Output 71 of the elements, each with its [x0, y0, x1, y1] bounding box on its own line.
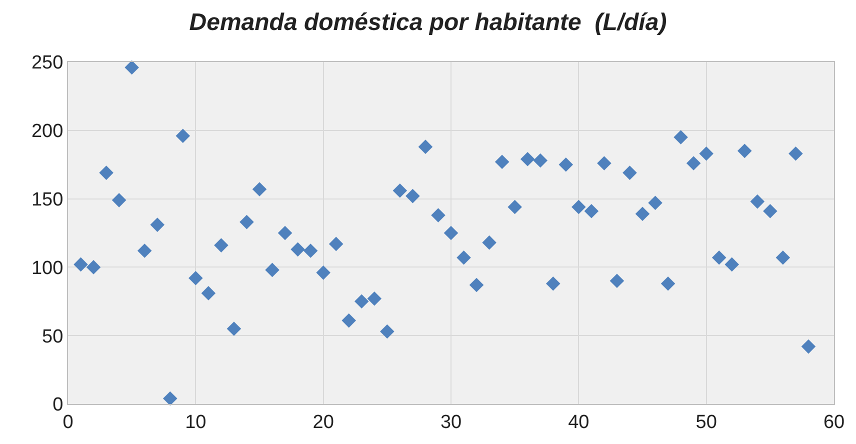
- point: [316, 266, 330, 280]
- point: [648, 196, 662, 210]
- point: [201, 286, 216, 300]
- point: [290, 242, 305, 257]
- point: [572, 200, 586, 214]
- point: [737, 144, 752, 158]
- x-tick-label: 40: [568, 412, 590, 433]
- point: [392, 183, 408, 198]
- point: [558, 157, 574, 172]
- y-tick-label: 200: [31, 121, 64, 142]
- point: [508, 200, 522, 214]
- point: [367, 292, 382, 306]
- y-tick-label: 50: [42, 326, 64, 348]
- point: [176, 128, 190, 144]
- point: [99, 166, 114, 180]
- point: [635, 206, 650, 221]
- point: [150, 218, 165, 232]
- point: [788, 146, 803, 161]
- point: [226, 322, 242, 336]
- point: [342, 313, 356, 328]
- point: [278, 226, 292, 240]
- point: [546, 276, 560, 291]
- point: [265, 262, 280, 278]
- point: [482, 235, 496, 250]
- point: [750, 194, 765, 209]
- chart-title: Demanda doméstica por habitante (L/día): [189, 9, 667, 36]
- point: [622, 166, 637, 180]
- point: [456, 250, 471, 265]
- point: [776, 250, 790, 265]
- point: [328, 236, 344, 252]
- point: [444, 226, 458, 240]
- point: [674, 130, 688, 144]
- point: [74, 257, 88, 272]
- point: [137, 244, 152, 258]
- point: [162, 391, 178, 406]
- point: [380, 324, 394, 339]
- y-tick-label: 100: [31, 258, 64, 279]
- point: [494, 154, 510, 170]
- point: [686, 156, 701, 170]
- point: [724, 257, 740, 272]
- y-tick-label: 0: [52, 394, 64, 416]
- point: [533, 153, 548, 168]
- x-tick-label: 20: [312, 412, 334, 433]
- point: [112, 193, 126, 208]
- point: [240, 214, 254, 230]
- point: [660, 276, 676, 291]
- point: [520, 152, 535, 166]
- point: [354, 294, 369, 309]
- point: [252, 182, 267, 196]
- point: [188, 270, 203, 286]
- point: [801, 339, 816, 354]
- point: [597, 156, 612, 170]
- point: [124, 60, 139, 75]
- point: [86, 260, 101, 274]
- point: [610, 274, 624, 288]
- point: [763, 204, 778, 218]
- y-tick-label: 150: [31, 189, 64, 210]
- x-tick-label: 10: [185, 412, 206, 433]
- point: [584, 204, 599, 218]
- y-tick-label: 250: [31, 52, 64, 74]
- point: [712, 250, 726, 265]
- x-tick-label: 60: [823, 412, 845, 433]
- point: [406, 188, 420, 204]
- point: [431, 208, 446, 222]
- x-tick-label: 30: [440, 412, 462, 433]
- point: [699, 146, 714, 161]
- point: [214, 238, 228, 252]
- x-tick-label: 50: [696, 412, 717, 433]
- point: [469, 278, 484, 292]
- point: [418, 140, 433, 154]
- point: [303, 244, 318, 258]
